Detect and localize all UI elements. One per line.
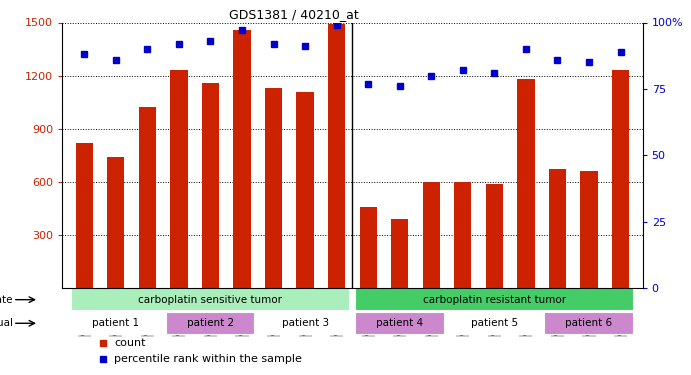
Bar (391, 219, 408, 288)
Text: patient 2: patient 2 (187, 318, 234, 328)
Bar (423, 182, 440, 288)
Bar (454, 182, 471, 288)
Bar (449, 312, 539, 334)
Title: GDS1381 / 40210_at: GDS1381 / 40210_at (229, 8, 359, 21)
Bar (71, 312, 161, 334)
Bar (75, 143, 93, 288)
Text: disease state: disease state (0, 295, 13, 304)
Text: individual: individual (0, 318, 13, 328)
Text: count: count (115, 338, 146, 348)
Bar (296, 92, 314, 288)
Text: patient 4: patient 4 (376, 318, 424, 328)
Bar (139, 107, 156, 288)
Bar (265, 88, 282, 288)
Bar (202, 82, 219, 288)
Bar (518, 79, 535, 288)
Bar (354, 312, 445, 334)
Bar (234, 30, 251, 288)
Bar (71, 288, 350, 311)
Text: patient 5: patient 5 (471, 318, 518, 328)
Text: carboplatin sensitive tumor: carboplatin sensitive tumor (138, 295, 283, 304)
Text: patient 3: patient 3 (281, 318, 329, 328)
Bar (549, 170, 566, 288)
Bar (612, 70, 630, 288)
Bar (166, 312, 256, 334)
Bar (107, 157, 124, 288)
Bar (580, 171, 598, 288)
Bar (486, 183, 503, 288)
Bar (544, 312, 634, 334)
Bar (170, 70, 187, 288)
Bar (260, 312, 350, 334)
Text: patient 1: patient 1 (93, 318, 140, 328)
Text: percentile rank within the sample: percentile rank within the sample (115, 354, 302, 364)
Bar (328, 24, 346, 288)
Text: carboplatin resistant tumor: carboplatin resistant tumor (423, 295, 566, 304)
Text: patient 6: patient 6 (565, 318, 612, 328)
Bar (354, 288, 634, 311)
Bar (359, 207, 377, 288)
